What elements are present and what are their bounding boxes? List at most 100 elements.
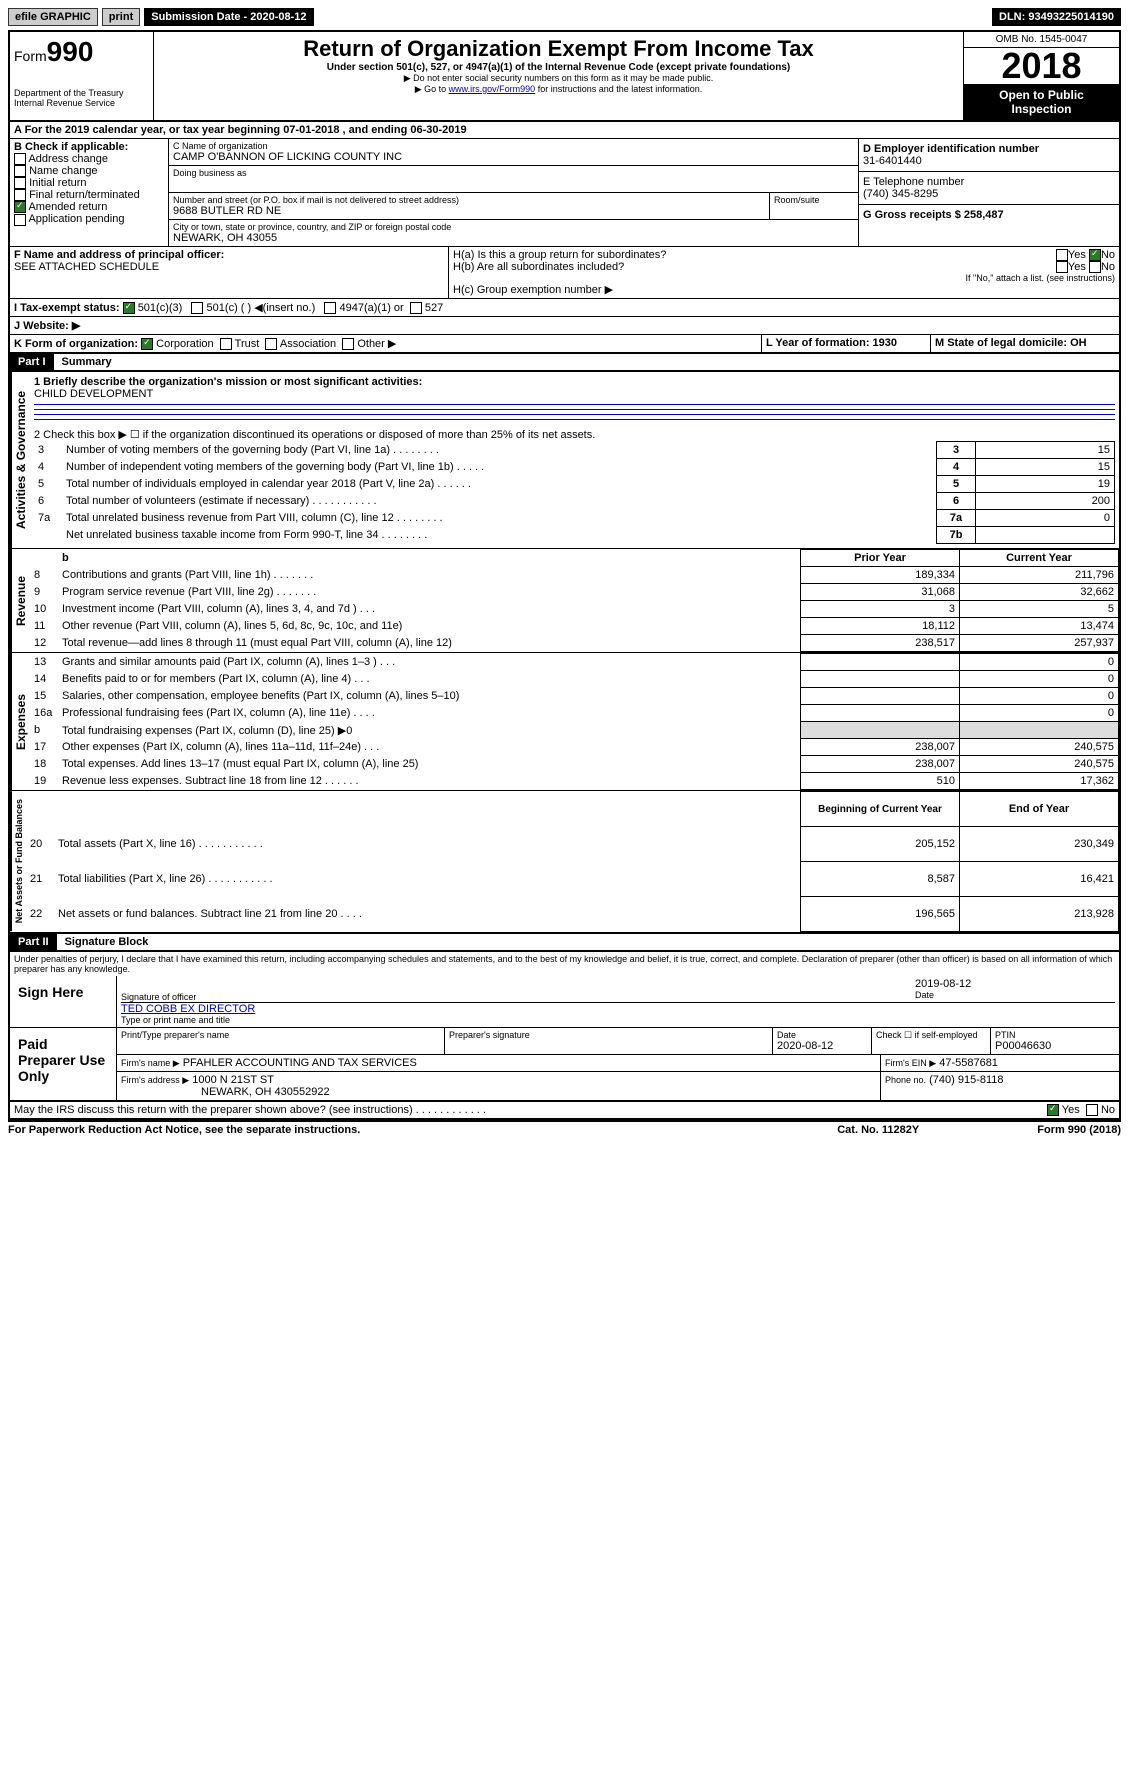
info-row-1: B Check if applicable: Address change Na… — [8, 139, 1121, 247]
firm-ein: 47-5587681 — [939, 1057, 998, 1069]
form-number: 990 — [47, 36, 94, 67]
part1-title: Summary — [54, 356, 112, 368]
vert-netassets: Net Assets or Fund Balances — [10, 791, 26, 931]
form-title: Return of Organization Exempt From Incom… — [158, 36, 959, 62]
4947-label: 4947(a)(1) or — [340, 302, 404, 314]
app-pending-checkbox[interactable] — [14, 214, 26, 226]
box-h: H(a) Is this a group return for subordin… — [449, 247, 1119, 298]
top-toolbar: efile GRAPHIC print Submission Date - 20… — [8, 8, 1121, 26]
app-pending-label: Application pending — [28, 213, 124, 225]
prep-name-label: Print/Type preparer's name — [121, 1030, 440, 1040]
q1-value: CHILD DEVELOPMENT — [34, 388, 1115, 400]
box-deg: D Employer identification number 31-6401… — [859, 139, 1119, 246]
name-change-checkbox[interactable] — [14, 165, 26, 177]
ein-label: D Employer identification number — [863, 143, 1115, 155]
amended-checkbox[interactable] — [14, 201, 26, 213]
part1-header-row: Part I Summary — [8, 354, 1121, 372]
box-c: C Name of organization CAMP O'BANNON OF … — [169, 139, 859, 246]
trust-checkbox[interactable] — [220, 338, 232, 350]
box-i: I Tax-exempt status: 501(c)(3) 501(c) ( … — [10, 299, 1119, 316]
hb-note: If "No," attach a list. (see instruction… — [453, 273, 1115, 283]
addr-change-checkbox[interactable] — [14, 153, 26, 165]
efile-button[interactable]: efile GRAPHIC — [8, 8, 98, 26]
firm-phone: (740) 915-8118 — [929, 1074, 1003, 1086]
year-formation: L Year of formation: 1930 — [762, 335, 931, 352]
website-label: J Website: ▶ — [10, 317, 1119, 334]
officer-value: SEE ATTACHED SCHEDULE — [14, 261, 444, 273]
firm-name-label: Firm's name ▶ — [121, 1058, 180, 1068]
4947-checkbox[interactable] — [324, 302, 336, 314]
vert-activities: Activities & Governance — [10, 372, 30, 548]
firm-city: NEWARK, OH 430552922 — [121, 1086, 876, 1098]
527-checkbox[interactable] — [410, 302, 422, 314]
ptin-label: PTIN — [995, 1030, 1115, 1040]
form-header: Form990 Department of the Treasury Inter… — [8, 30, 1121, 122]
assoc-checkbox[interactable] — [265, 338, 277, 350]
self-employed-label: Check ☐ if self-employed — [872, 1028, 991, 1054]
part2-title: Signature Block — [57, 936, 149, 948]
form-subtitle: Under section 501(c), 527, or 4947(a)(1)… — [158, 62, 959, 73]
org-name: CAMP O'BANNON OF LICKING COUNTY INC — [173, 151, 854, 163]
city-label: City or town, state or province, country… — [173, 222, 854, 232]
city-value: NEWARK, OH 43055 — [173, 232, 854, 244]
irs-link[interactable]: www.irs.gov/Form990 — [449, 84, 536, 94]
state-domicile: M State of legal domicile: OH — [931, 335, 1119, 352]
info-row-2: F Name and address of principal officer:… — [8, 247, 1121, 299]
sig-date: 2019-08-12 — [915, 978, 1115, 990]
open-public-label: Open to Public Inspection — [964, 84, 1119, 120]
tax-exempt-row: I Tax-exempt status: 501(c)(3) 501(c) ( … — [8, 299, 1121, 317]
irs-label: Internal Revenue Service — [14, 98, 149, 108]
gross-receipts: G Gross receipts $ 258,487 — [863, 209, 1115, 221]
addr-label: Number and street (or P.O. box if mail i… — [173, 195, 765, 205]
hb-yes-checkbox[interactable] — [1056, 261, 1068, 273]
part1-badge: Part I — [10, 354, 54, 370]
box-b: B Check if applicable: Address change Na… — [10, 139, 169, 246]
revenue-table: bPrior YearCurrent Year8Contributions an… — [30, 549, 1119, 652]
firm-ein-label: Firm's EIN ▶ — [885, 1058, 936, 1068]
discuss-yes-checkbox[interactable] — [1047, 1104, 1059, 1116]
expenses-table: 13Grants and similar amounts paid (Part … — [30, 653, 1119, 790]
dept-label: Department of the Treasury — [14, 88, 149, 98]
trust-label: Trust — [235, 338, 260, 350]
ha-yes-checkbox[interactable] — [1056, 249, 1068, 261]
note-link-row: ▶ Go to www.irs.gov/Form990 for instruct… — [158, 84, 959, 95]
note2-post: for instructions and the latest informat… — [535, 84, 702, 94]
discuss-no-checkbox[interactable] — [1086, 1104, 1098, 1116]
sign-here-label: Sign Here — [10, 976, 116, 1027]
form-id-cell: Form990 Department of the Treasury Inter… — [10, 32, 154, 120]
print-button[interactable]: print — [102, 8, 140, 26]
ha-yes-label: Yes — [1068, 249, 1086, 261]
vert-revenue: Revenue — [10, 549, 30, 652]
discuss-yes-label: Yes — [1062, 1104, 1080, 1116]
addr-value: 9688 BUTLER RD NE — [173, 205, 765, 217]
amended-label: Amended return — [28, 201, 107, 213]
501c3-checkbox[interactable] — [123, 302, 135, 314]
corp-checkbox[interactable] — [141, 338, 153, 350]
initial-checkbox[interactable] — [14, 177, 26, 189]
website-row: J Website: ▶ — [8, 317, 1121, 335]
name-change-label: Name change — [29, 165, 98, 177]
other-checkbox[interactable] — [342, 338, 354, 350]
discuss-label: May the IRS discuss this return with the… — [14, 1104, 1047, 1116]
form-footer-label: Form 990 (2018) — [1037, 1124, 1121, 1136]
form-org-label: K Form of organization: — [14, 338, 138, 350]
corp-label: Corporation — [156, 338, 213, 350]
page-footer: For Paperwork Reduction Act Notice, see … — [8, 1120, 1121, 1136]
ha-no-checkbox[interactable] — [1089, 249, 1101, 261]
room-label: Room/suite — [774, 195, 854, 205]
ag-table: 3Number of voting members of the governi… — [34, 441, 1115, 544]
firm-addr: 1000 N 21ST ST — [192, 1074, 274, 1086]
note2-pre: ▶ Go to — [415, 84, 449, 94]
box-k: K Form of organization: Corporation Trus… — [10, 335, 762, 352]
discuss-no-label: No — [1101, 1104, 1115, 1116]
vert-expenses: Expenses — [10, 653, 30, 790]
phone-value: (740) 345-8295 — [863, 188, 1115, 200]
netassets-table: Beginning of Current YearEnd of Year20To… — [26, 791, 1119, 931]
officer-name-link[interactable]: TED COBB EX DIRECTOR — [121, 1003, 255, 1015]
501c-checkbox[interactable] — [191, 302, 203, 314]
cat-number: Cat. No. 11282Y — [837, 1124, 1037, 1136]
hb-no-checkbox[interactable] — [1089, 261, 1101, 273]
501c3-label: 501(c)(3) — [138, 302, 183, 314]
q2-text: 2 Check this box ▶ ☐ if the organization… — [34, 428, 1115, 441]
hb-no-label: No — [1101, 261, 1115, 273]
